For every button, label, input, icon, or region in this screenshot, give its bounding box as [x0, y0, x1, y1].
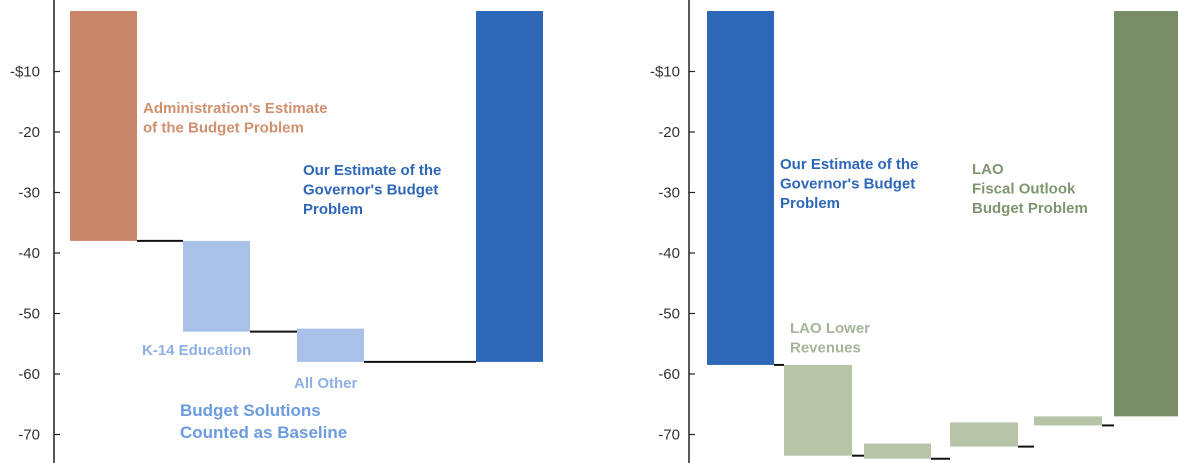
- annotation-lao-fiscal-outlook: Budget Problem: [972, 200, 1088, 217]
- annotation-our-estimate: Governor's Budget: [780, 176, 915, 193]
- y-tick-label: -30: [658, 185, 680, 202]
- annotation-k14-education: K-14 Education: [142, 342, 251, 359]
- bar-lao-fiscal-outlook: [1114, 11, 1178, 417]
- bar-all-other: [297, 328, 364, 362]
- y-tick-label: -60: [658, 366, 680, 383]
- bar-step-3: [950, 422, 1018, 447]
- y-tick-label: -50: [18, 306, 40, 323]
- annotation-all-other: All Other: [294, 375, 358, 392]
- annotation-lao-lower-revenues: Revenues: [790, 340, 861, 357]
- bar-lao-lower-revenues: [784, 364, 852, 456]
- annotation-administration-estimate: of the Budget Problem: [143, 120, 304, 137]
- annotation-lao-fiscal-outlook: Fiscal Outlook: [972, 181, 1076, 198]
- annotation-our-estimate: Problem: [303, 201, 363, 218]
- y-tick-label: -70: [18, 427, 40, 444]
- y-tick-label: -$10: [650, 64, 680, 81]
- annotation-budget-solutions: Budget Solutions: [180, 401, 321, 420]
- y-tick-label: -60: [18, 366, 40, 383]
- y-tick-label: -50: [658, 306, 680, 323]
- annotation-lao-fiscal-outlook: LAO: [972, 161, 1004, 178]
- annotation-administration-estimate: Administration's Estimate: [143, 100, 327, 117]
- y-tick-label: -40: [658, 245, 680, 262]
- y-tick-label: -70: [658, 427, 680, 444]
- annotation-our-estimate: Governor's Budget: [303, 182, 438, 199]
- y-tick-label: -40: [18, 245, 40, 262]
- y-tick-label: -30: [18, 185, 40, 202]
- annotation-our-estimate: Problem: [780, 195, 840, 212]
- bar-step-4: [1034, 416, 1102, 426]
- bar-our-estimate: [476, 11, 543, 362]
- bar-step-2: [864, 443, 931, 459]
- bar-administration-estimate: [70, 11, 137, 241]
- annotation-our-estimate: Our Estimate of the: [780, 156, 918, 173]
- bar-our-estimate: [707, 11, 774, 365]
- annotation-budget-solutions: Counted as Baseline: [180, 423, 347, 442]
- y-tick-label: -$10: [10, 64, 40, 81]
- y-tick-label: -20: [658, 124, 680, 141]
- bar-k14-education: [183, 240, 250, 332]
- annotation-our-estimate: Our Estimate of the: [303, 162, 441, 179]
- y-tick-label: -20: [18, 124, 40, 141]
- annotation-lao-lower-revenues: LAO Lower: [790, 320, 870, 337]
